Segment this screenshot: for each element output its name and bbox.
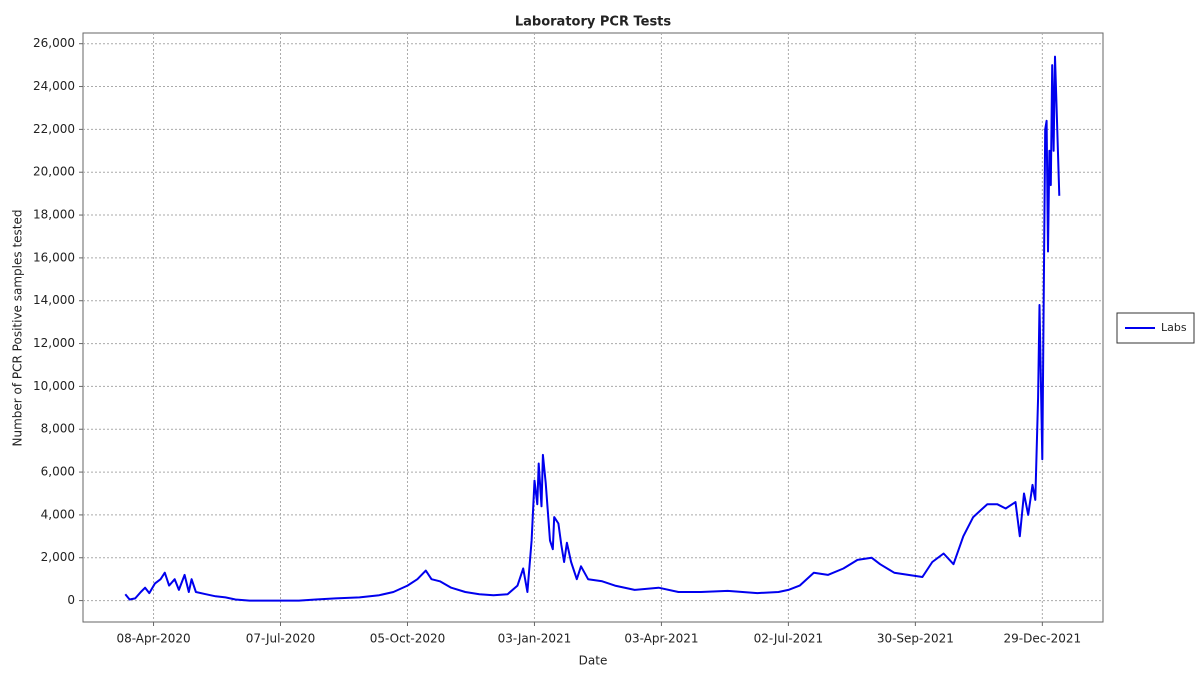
x-tick-label: 03-Apr-2021 (624, 632, 698, 646)
y-tick-label: 20,000 (33, 165, 75, 179)
y-tick-label: 24,000 (33, 79, 75, 93)
x-tick-label: 02-Jul-2021 (754, 632, 824, 646)
y-tick-label: 4,000 (41, 507, 75, 521)
y-tick-label: 0 (67, 593, 75, 607)
x-tick-label: 03-Jan-2021 (498, 632, 572, 646)
legend-label: Labs (1161, 321, 1187, 334)
plot-frame (82, 32, 1104, 623)
x-tick-label: 08-Apr-2020 (116, 632, 190, 646)
x-tick-label: 07-Jul-2020 (246, 632, 316, 646)
y-tick-label: 16,000 (33, 250, 75, 264)
x-axis-label: Date (579, 654, 608, 668)
y-tick-label: 2,000 (41, 550, 75, 564)
x-tick-label: 05-Oct-2020 (370, 632, 446, 646)
x-tick-label: 29-Dec-2021 (1003, 632, 1081, 646)
y-tick-label: 18,000 (33, 208, 75, 222)
y-tick-label: 26,000 (33, 36, 75, 50)
data-line (124, 55, 1061, 602)
chart-title: Laboratory PCR Tests (515, 15, 672, 30)
y-tick-label: 8,000 (41, 422, 75, 436)
y-tick-label: 12,000 (33, 336, 75, 350)
y-tick-label: 6,000 (41, 465, 75, 479)
y-tick-label: 22,000 (33, 122, 75, 136)
y-tick-label: 14,000 (33, 293, 75, 307)
y-tick-label: 10,000 (33, 379, 75, 393)
y-axis-label: Number of PCR Positive samples tested (11, 210, 25, 447)
x-tick-label: 30-Sep-2021 (877, 632, 954, 646)
